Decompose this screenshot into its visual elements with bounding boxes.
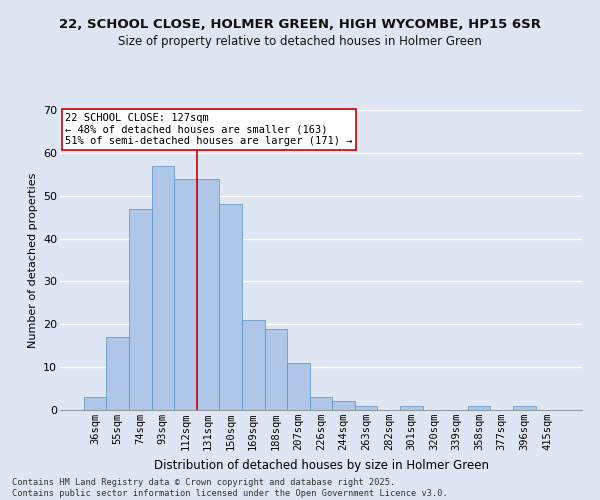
Bar — [242, 320, 265, 410]
Bar — [468, 406, 490, 410]
Bar — [84, 397, 106, 410]
Text: Contains HM Land Registry data © Crown copyright and database right 2025.
Contai: Contains HM Land Registry data © Crown c… — [12, 478, 448, 498]
Bar — [310, 397, 332, 410]
Text: 22, SCHOOL CLOSE, HOLMER GREEN, HIGH WYCOMBE, HP15 6SR: 22, SCHOOL CLOSE, HOLMER GREEN, HIGH WYC… — [59, 18, 541, 30]
X-axis label: Distribution of detached houses by size in Holmer Green: Distribution of detached houses by size … — [154, 458, 488, 471]
Bar — [197, 178, 220, 410]
Text: 22 SCHOOL CLOSE: 127sqm
← 48% of detached houses are smaller (163)
51% of semi-d: 22 SCHOOL CLOSE: 127sqm ← 48% of detache… — [65, 113, 353, 146]
Bar — [513, 406, 536, 410]
Bar — [152, 166, 174, 410]
Bar — [400, 406, 422, 410]
Bar — [355, 406, 377, 410]
Text: Size of property relative to detached houses in Holmer Green: Size of property relative to detached ho… — [118, 35, 482, 48]
Bar — [106, 337, 129, 410]
Bar — [287, 363, 310, 410]
Bar — [129, 208, 152, 410]
Bar — [265, 328, 287, 410]
Bar — [174, 178, 197, 410]
Bar — [332, 402, 355, 410]
Bar — [220, 204, 242, 410]
Y-axis label: Number of detached properties: Number of detached properties — [28, 172, 38, 348]
